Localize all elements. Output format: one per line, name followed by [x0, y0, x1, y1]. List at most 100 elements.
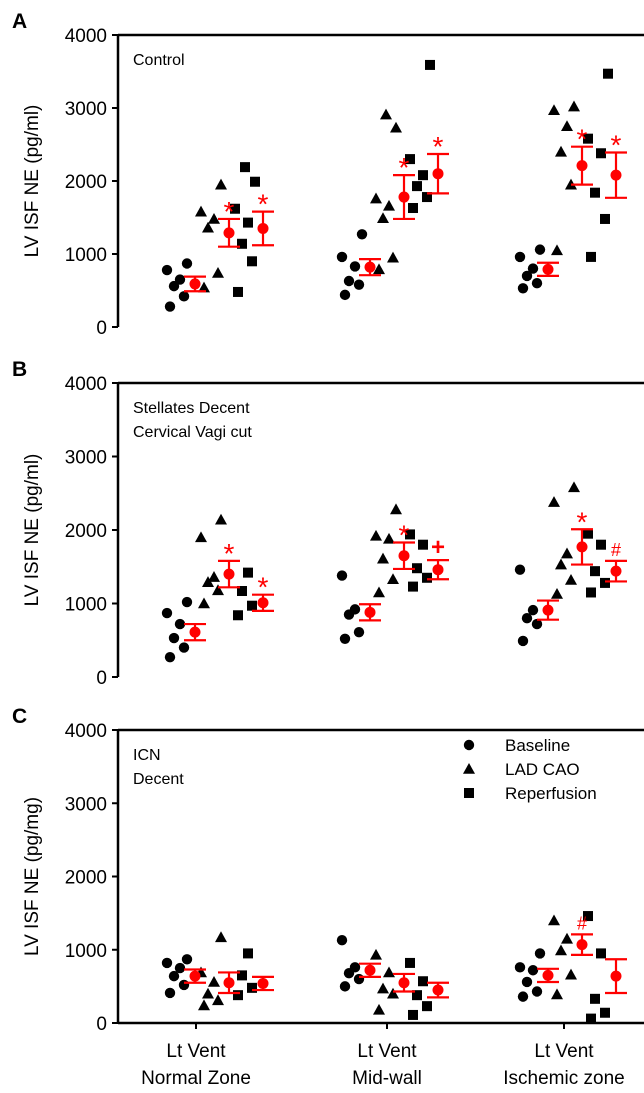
legend-label: Baseline: [505, 736, 570, 755]
data-point-circle: [178, 291, 190, 302]
mean-point: [398, 977, 410, 989]
data-point-circle: [353, 279, 365, 290]
data-point-triangle: [565, 573, 577, 585]
mean-point: [223, 568, 235, 580]
data-point-square: [600, 213, 610, 224]
data-point-triangle: [198, 999, 210, 1011]
data-point-triangle: [215, 178, 227, 190]
data-point-circle: [164, 301, 176, 312]
data-point-circle: [521, 270, 533, 282]
data-point-square: [583, 911, 593, 922]
panel-letter: A: [12, 10, 27, 33]
mean-point: [542, 969, 554, 981]
data-point-circle: [161, 957, 173, 969]
data-point-triangle: [377, 552, 389, 564]
y-axis-label: LV ISF NE (pg/ml): [22, 105, 43, 258]
data-point-square: [408, 1009, 418, 1020]
x-category-label: Lt Vent: [357, 1041, 417, 1062]
panel-letter: B: [12, 358, 27, 381]
y-tick-label: 4000: [65, 374, 107, 395]
panel-c: C 0 1000 2000 3000 4000 LV ISF NE (pg/mg) ICN De…: [12, 705, 644, 1035]
data-point-square: [240, 162, 250, 173]
data-point-square: [418, 539, 428, 550]
data-point-circle: [514, 564, 526, 575]
y-tick-label: 2000: [65, 521, 107, 542]
data-point-square: [603, 68, 613, 79]
significance-mark: *: [399, 519, 410, 550]
data-point-triangle: [548, 104, 560, 115]
data-point-triangle: [373, 1003, 385, 1015]
data-point-triangle: [383, 966, 395, 978]
data-point-square: [230, 203, 240, 214]
data-point-square: [408, 203, 418, 214]
data-point-circle: [339, 289, 351, 301]
data-point-circle: [181, 596, 193, 608]
mean-point: [257, 597, 269, 609]
data-point-circle: [178, 642, 190, 653]
mean-point: [432, 564, 444, 576]
y-tick-label: 3000: [65, 99, 107, 120]
data-point-square: [233, 286, 243, 297]
mean-point: [364, 606, 376, 618]
data-point-square: [237, 586, 247, 597]
mean-point: [610, 565, 622, 577]
data-point-circle: [168, 970, 180, 982]
data-point-triangle: [551, 587, 563, 599]
data-point-triangle: [208, 212, 220, 224]
data-point-square: [247, 600, 257, 611]
data-point-triangle: [561, 547, 573, 559]
data-point-triangle: [215, 931, 227, 943]
data-point-circle: [517, 991, 529, 1002]
data-point-square: [237, 970, 247, 981]
mean-point: [576, 939, 588, 951]
data-point-triangle: [383, 532, 395, 544]
y-tick-label: 3000: [65, 794, 107, 815]
data-point-circle: [336, 570, 348, 581]
data-point-circle: [521, 976, 533, 988]
data-point-triangle: [370, 192, 382, 204]
panel-annotation: Stellates Decent: [133, 400, 250, 417]
significance-mark: *: [433, 131, 444, 162]
data-point-square: [596, 539, 606, 550]
mean-point: [542, 604, 554, 616]
y-tick-label: 0: [96, 318, 107, 339]
data-point-triangle: [215, 513, 227, 525]
data-point-circle: [168, 632, 180, 644]
data-point-triangle: [548, 496, 560, 507]
data-point-square: [405, 957, 415, 968]
mean-point: [257, 222, 269, 234]
significance-mark: *: [258, 189, 269, 220]
data-point-square: [247, 982, 257, 993]
legend-label: Reperfusion: [505, 784, 597, 803]
data-point-square: [583, 133, 593, 144]
data-point-circle: [534, 948, 546, 959]
data-point-triangle: [565, 968, 577, 980]
data-point-triangle: [390, 503, 402, 515]
panel-letter: C: [12, 705, 27, 728]
data-point-triangle: [198, 281, 210, 293]
data-point-square: [405, 529, 415, 540]
mean-point: [398, 550, 410, 562]
data-point-circle: [181, 258, 193, 269]
mean-point: [223, 227, 235, 239]
mean-point: [610, 970, 622, 982]
data-point-triangle: [387, 987, 399, 999]
y-axis-label: LV ISF NE (pg/mg): [22, 797, 43, 956]
data-point-circle: [164, 651, 176, 663]
panel-annotation: Control: [133, 52, 185, 69]
data-point-triangle: [212, 994, 224, 1006]
data-point-square: [412, 181, 422, 192]
legend-square-icon: [464, 788, 474, 798]
mean-point: [364, 261, 376, 273]
x-category-label: Mid-wall: [352, 1068, 422, 1089]
data-point-square: [586, 587, 596, 598]
data-point-square: [596, 148, 606, 159]
legend-triangle-icon: [463, 763, 475, 774]
y-tick-label: 2000: [65, 172, 107, 193]
data-point-circle: [174, 274, 186, 285]
data-point-square: [600, 577, 610, 588]
data-point-triangle: [387, 573, 399, 585]
y-axis-label: LV ISF NE (pg/ml): [22, 454, 43, 607]
mean-point: [257, 977, 269, 989]
